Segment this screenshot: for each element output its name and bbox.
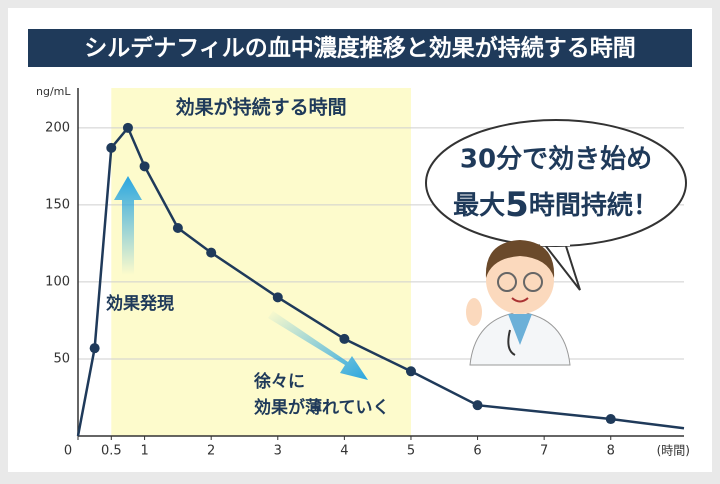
up-arrow — [114, 176, 142, 275]
chart-title: シルデナフィルの血中濃度推移と効果が持続する時間 — [84, 35, 636, 62]
stethoscope — [507, 329, 516, 356]
x-tick-label: 3 — [274, 444, 282, 459]
finger — [466, 298, 482, 326]
callout-part: 5 — [505, 185, 529, 225]
callout-line1: 30分で効き始め — [460, 144, 652, 175]
x-tick-label: 8 — [607, 444, 615, 459]
title-banner — [28, 29, 692, 67]
x-tick-label: 4 — [340, 444, 348, 459]
x-axis-label: (時間) — [657, 444, 690, 458]
x-tick-label: 0.5 — [101, 444, 122, 459]
hair — [485, 240, 555, 278]
fade-label: 徐々に — [253, 371, 305, 392]
fade-label: 効果が薄れていく — [254, 397, 390, 418]
data-point — [405, 366, 416, 377]
x-tick-label: 2 — [207, 444, 215, 459]
y-tick-label: 200 — [45, 120, 70, 135]
face — [486, 246, 554, 314]
data-point — [272, 292, 283, 303]
onset-label: 効果発現 — [106, 293, 174, 314]
callout-part: 最大 — [453, 191, 505, 221]
data-point — [122, 122, 133, 133]
data-point — [472, 400, 483, 411]
data-point — [339, 333, 350, 344]
glasses — [523, 272, 543, 292]
y-tick-label: 100 — [45, 274, 70, 289]
doctor — [466, 240, 571, 366]
x-tick-label: 5 — [407, 444, 415, 459]
glasses — [497, 272, 517, 292]
smile — [511, 297, 529, 303]
data-point — [172, 222, 183, 233]
callout-line2: 最大5時間持続！ — [453, 185, 659, 225]
data-point — [89, 343, 100, 354]
data-point — [106, 142, 117, 153]
y-tick-label: 50 — [53, 351, 70, 366]
shirt — [508, 314, 532, 345]
callout-part: 時間持続！ — [529, 190, 659, 221]
data-point — [206, 247, 217, 258]
data-point — [605, 414, 616, 425]
x-tick-label: 0 — [64, 444, 72, 459]
callout-bubble — [425, 119, 687, 247]
x-tick-label: 1 — [140, 444, 148, 459]
down-arrow — [268, 311, 368, 380]
y-axis-label: ng/mL — [36, 85, 71, 98]
x-tick-label: 6 — [473, 444, 481, 459]
x-tick-label: 7 — [540, 444, 548, 459]
data-point — [139, 161, 150, 172]
band-label: 効果が持続する時間 — [176, 96, 347, 119]
y-tick-label: 150 — [45, 197, 70, 212]
